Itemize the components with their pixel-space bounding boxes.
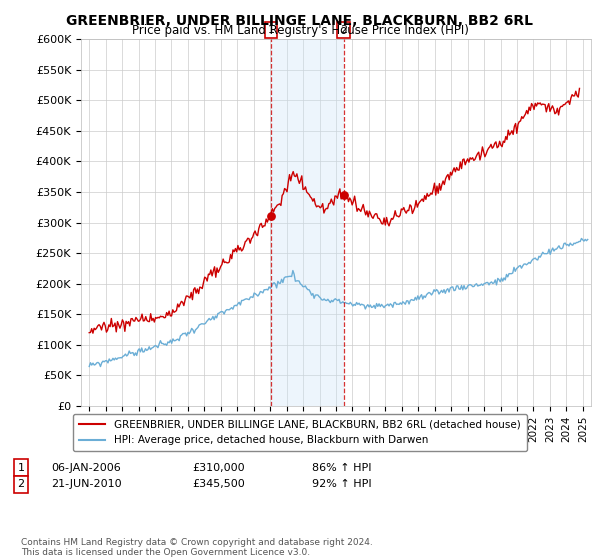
Text: 2: 2 (340, 25, 347, 35)
Text: Contains HM Land Registry data © Crown copyright and database right 2024.
This d: Contains HM Land Registry data © Crown c… (21, 538, 373, 557)
Point (339, 190, 349, 199)
Legend: GREENBRIER, UNDER BILLINGE LANE, BLACKBURN, BB2 6RL (detached house), HPI: Avera: GREENBRIER, UNDER BILLINGE LANE, BLACKBU… (73, 414, 527, 451)
Text: 86% ↑ HPI: 86% ↑ HPI (312, 463, 371, 473)
Bar (271, 39, 344, 406)
Text: GREENBRIER, UNDER BILLINGE LANE, BLACKBURN, BB2 6RL: GREENBRIER, UNDER BILLINGE LANE, BLACKBU… (67, 14, 533, 28)
Point (266, 212, 275, 221)
Text: 21-JUN-2010: 21-JUN-2010 (51, 479, 122, 489)
Text: £345,500: £345,500 (192, 479, 245, 489)
Text: £310,000: £310,000 (192, 463, 245, 473)
Text: Price paid vs. HM Land Registry's House Price Index (HPI): Price paid vs. HM Land Registry's House … (131, 24, 469, 37)
Text: 1: 1 (268, 25, 274, 35)
Text: 1: 1 (17, 463, 25, 473)
Text: 92% ↑ HPI: 92% ↑ HPI (312, 479, 371, 489)
Text: 06-JAN-2006: 06-JAN-2006 (51, 463, 121, 473)
Text: 2: 2 (17, 479, 25, 489)
